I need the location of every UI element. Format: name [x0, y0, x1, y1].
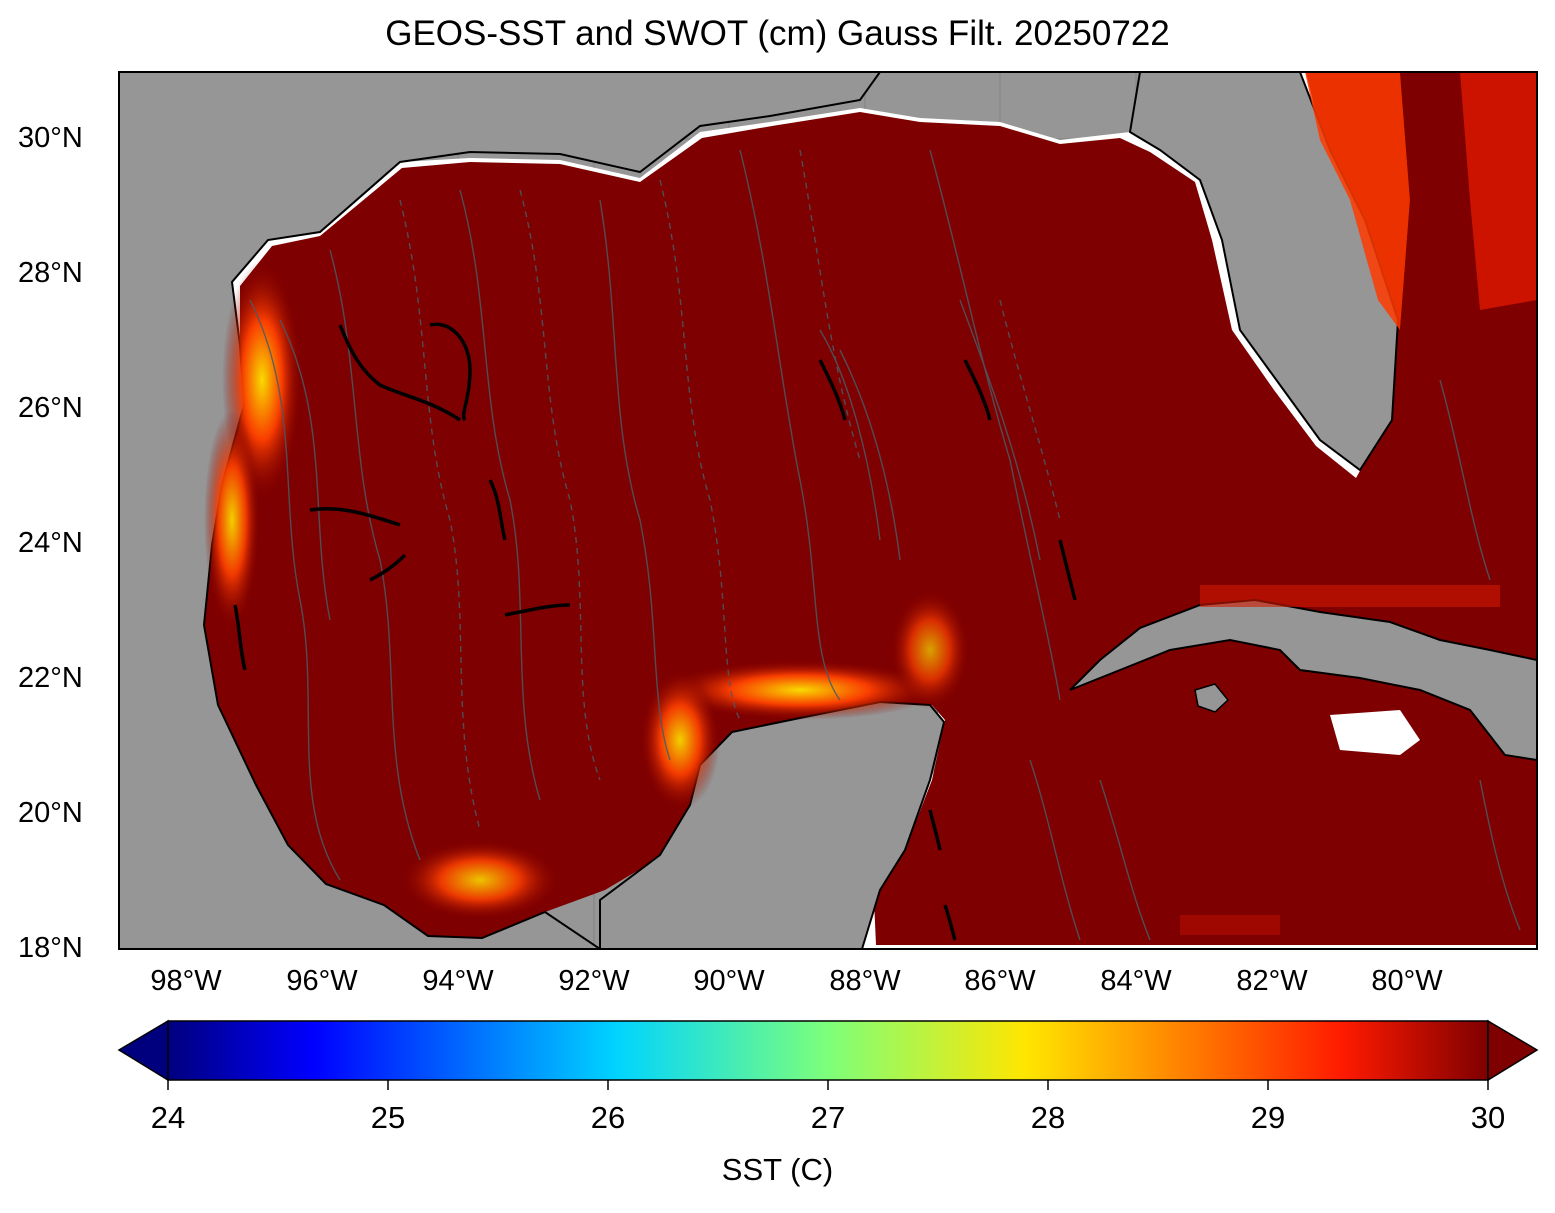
lon-tick-label: 84°W	[1100, 965, 1172, 997]
colorbar-tick-label: 29	[1250, 1100, 1286, 1135]
caribbean-south-warm	[1180, 915, 1280, 935]
lat-tick-label: 30°N	[18, 122, 83, 154]
lon-tick-label: 92°W	[558, 965, 630, 997]
atlantic-coastal-water	[1305, 72, 1410, 330]
florida-land	[1128, 72, 1400, 472]
gulf-ocean	[204, 72, 1537, 945]
yucatan-channel-plume	[890, 590, 970, 710]
lat-tick-label: 28°N	[18, 257, 83, 289]
lon-tick-label: 82°W	[1236, 965, 1308, 997]
swot-zero-contours	[233, 322, 1077, 941]
lon-tick-label: 88°W	[829, 965, 901, 997]
lat-tick-label: 18°N	[18, 932, 83, 964]
map-title: GEOS-SST and SWOT (cm) Gauss Filt. 20250…	[385, 14, 1170, 53]
yucatan-upwelling-west	[640, 670, 720, 810]
colorbar-title: SST (C)	[721, 1152, 834, 1187]
campeche-warm	[400, 840, 560, 920]
map-frame	[118, 71, 1538, 950]
swot-contours	[249, 149, 1521, 941]
lon-tick-label: 96°W	[286, 965, 358, 997]
colorbar-ticks	[167, 1080, 1489, 1090]
cuba-north-warm	[1200, 585, 1500, 607]
isle-of-youth	[1194, 683, 1230, 713]
colorbar-tick-label: 30	[1470, 1100, 1506, 1135]
lon-tick-label: 98°W	[150, 965, 222, 997]
lat-tick-label: 24°N	[18, 527, 83, 559]
lon-tick-label: 80°W	[1371, 965, 1443, 997]
colorbar-tick-label: 28	[1030, 1100, 1066, 1135]
cuba-south-missing	[1330, 710, 1420, 755]
atlantic-warm-east	[1460, 72, 1537, 310]
lat-tick-label: 20°N	[18, 797, 83, 829]
colorbar-gradient	[167, 1020, 1489, 1081]
colorbar-tick-label: 27	[810, 1100, 846, 1135]
colorbar-extend-low	[117, 1019, 169, 1082]
colorbar	[117, 1019, 1539, 1090]
lat-tick-label: 22°N	[18, 662, 83, 694]
lat-tick-label: 26°N	[18, 392, 83, 424]
yucatan-upwelling	[660, 660, 940, 720]
colorbar-tick-label: 25	[370, 1100, 406, 1135]
colorbar-extend-high	[1487, 1019, 1539, 1082]
lon-tick-label: 86°W	[964, 965, 1036, 997]
colorbar-tick-label: 24	[150, 1100, 186, 1135]
atlantic-offshore	[1400, 72, 1470, 330]
lon-tick-label: 94°W	[422, 965, 494, 997]
lon-tick-label: 90°W	[693, 965, 765, 997]
texas-coastal-cool-band-2	[204, 410, 260, 630]
colorbar-tick-label: 26	[590, 1100, 626, 1135]
